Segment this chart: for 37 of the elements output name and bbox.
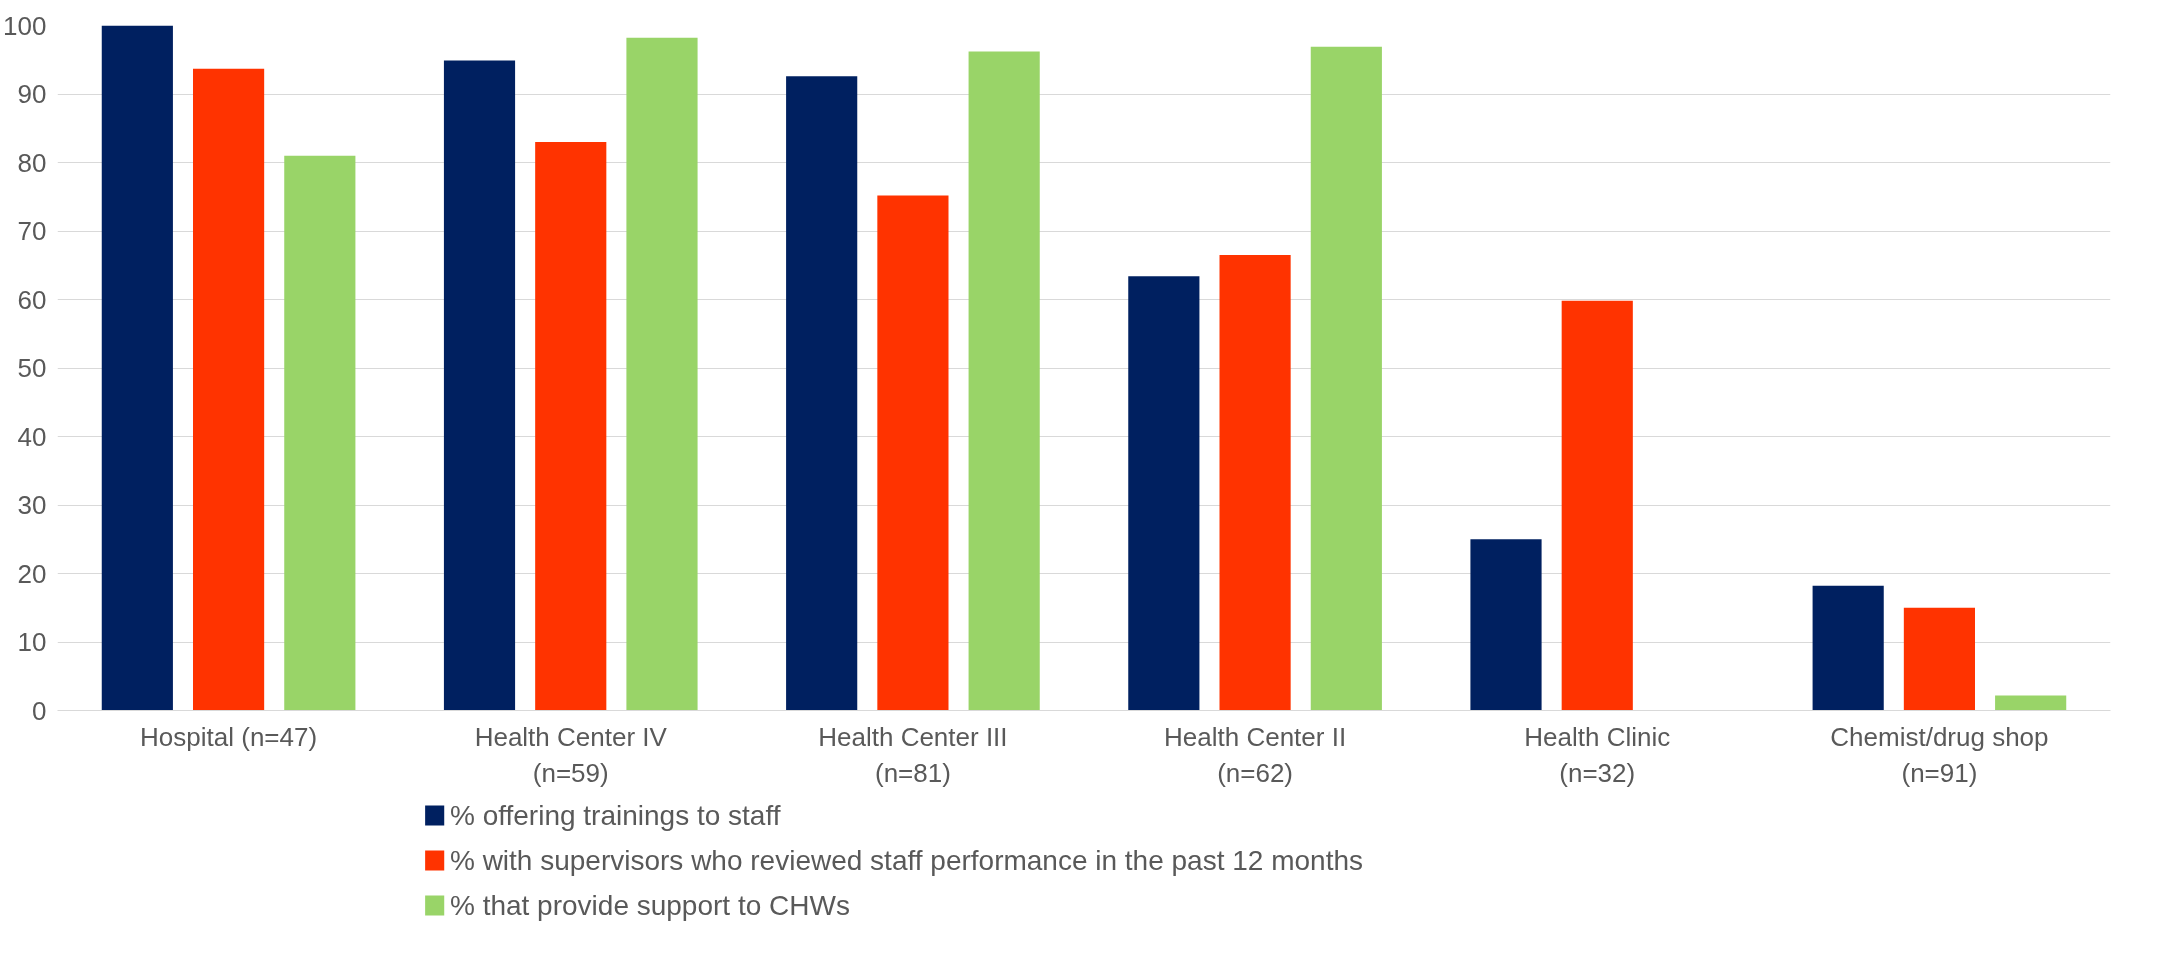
x-tick-label: Health Clinic (n=32) bbox=[1524, 721, 1671, 788]
y-tick-label: 90 bbox=[17, 79, 47, 109]
bar bbox=[443, 60, 516, 711]
y-tick-label: 40 bbox=[17, 421, 47, 452]
y-tick-label: 80 bbox=[17, 147, 47, 178]
x-tick-label: Hospital (n=47) bbox=[140, 721, 318, 752]
bar bbox=[877, 195, 949, 711]
bar bbox=[1995, 695, 2067, 711]
bar bbox=[1812, 585, 1884, 711]
y-tick-label: 70 bbox=[17, 216, 47, 246]
x-tick-label: Chemist/drug shop (n=91) bbox=[1830, 721, 2049, 788]
bar bbox=[1470, 539, 1542, 711]
x-tick-label: Health Center III (n=81) bbox=[818, 721, 1008, 788]
bar bbox=[968, 51, 1040, 711]
y-tick-label: 20 bbox=[17, 558, 47, 589]
legend-label: % offering trainings to staff bbox=[449, 800, 781, 831]
y-tick-label: 30 bbox=[17, 490, 47, 520]
bar bbox=[535, 141, 607, 711]
bar bbox=[193, 68, 265, 711]
bar bbox=[1128, 276, 1200, 711]
y-tick-label: 100 bbox=[3, 10, 47, 41]
bar bbox=[101, 25, 173, 711]
bar bbox=[1561, 300, 1633, 711]
x-tick-label: Health Center IV (n=59) bbox=[474, 721, 668, 788]
bar bbox=[786, 76, 858, 711]
legend-label: % with supervisors who reviewed staff performance in the past 12 months bbox=[449, 845, 1363, 876]
legend-label: % that provide support to CHWs bbox=[449, 890, 850, 921]
bar bbox=[626, 37, 698, 711]
x-tick-label: Health Center II (n=62) bbox=[1164, 721, 1347, 788]
y-tick-label: 10 bbox=[17, 627, 47, 657]
bar bbox=[1903, 607, 1975, 711]
y-tick-label: 0 bbox=[32, 695, 47, 726]
bar bbox=[1310, 46, 1382, 711]
bar bbox=[1219, 254, 1291, 711]
y-tick-label: 60 bbox=[17, 284, 47, 315]
y-tick-label: 50 bbox=[17, 353, 47, 383]
bar bbox=[284, 155, 356, 711]
